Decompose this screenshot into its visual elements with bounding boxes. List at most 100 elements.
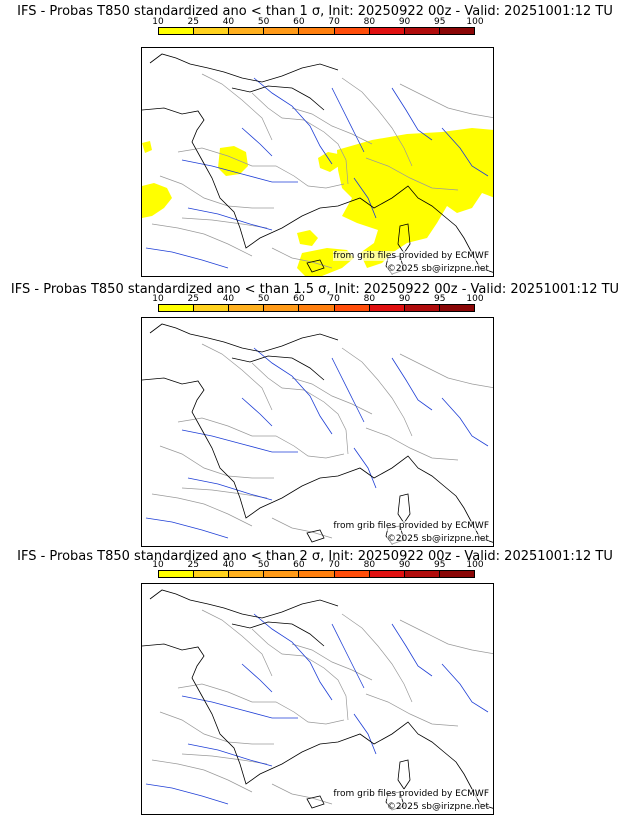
source-credit: from grib files provided by ECMWF <box>333 789 489 799</box>
copyright-credit: ©2025 sb@irizpne.net <box>386 802 489 812</box>
region-border <box>251 92 349 185</box>
colorbar-segment <box>298 571 334 577</box>
river-line <box>241 397 273 427</box>
river-line <box>353 713 377 755</box>
river-line <box>181 429 298 453</box>
colorbar-tick-label: 40 <box>222 17 235 27</box>
region-border <box>271 247 333 269</box>
coastline <box>142 643 493 809</box>
colorbar-tick-label: 40 <box>222 294 235 304</box>
coastline <box>149 323 339 353</box>
region-border <box>365 427 459 461</box>
river-line <box>391 357 433 411</box>
river-line <box>441 663 489 713</box>
region-border <box>159 445 274 479</box>
colorbar-bar <box>158 304 475 312</box>
colorbar-tick-label: 10 <box>152 560 164 570</box>
coastline <box>306 795 325 809</box>
river-line <box>187 207 273 231</box>
probability-area <box>142 141 152 153</box>
colorbar-segment <box>403 28 439 34</box>
region-border <box>177 417 345 459</box>
region-border <box>151 223 253 257</box>
colorbar-segment <box>368 28 404 34</box>
colorbar-segment <box>368 305 404 311</box>
coastline <box>231 85 325 111</box>
region-border <box>201 73 273 141</box>
colorbar-tick-label: 25 <box>187 560 199 570</box>
probability-map: from grib files provided by ECMWF ©2025 … <box>141 583 494 815</box>
region-border <box>151 493 253 527</box>
region-border <box>251 628 349 721</box>
colorbar-segment <box>193 571 229 577</box>
region-border <box>291 643 373 681</box>
colorbar-tick-label: 60 <box>293 17 305 27</box>
river-line <box>187 743 273 767</box>
source-credit: from grib files provided by ECMWF <box>333 521 489 531</box>
river-line <box>253 613 333 701</box>
colorbar-tick-label: 25 <box>187 17 199 27</box>
colorbar-segment <box>298 305 334 311</box>
colorbar-tick-label: 100 <box>466 17 484 27</box>
river-line <box>353 447 377 489</box>
river-line <box>181 695 298 719</box>
colorbar-tick-label: 10 <box>152 294 164 304</box>
colorbar-tick-label: 95 <box>434 560 446 570</box>
colorbar-segment <box>333 305 369 311</box>
colorbar-tick-label: 70 <box>328 17 340 27</box>
probability-area <box>142 183 172 218</box>
panel-title: IFS - Probas T850 standardized ano < tha… <box>17 549 613 564</box>
map-drawing <box>142 323 493 545</box>
region-border <box>399 83 493 119</box>
colorbar-tick-label: 70 <box>328 560 340 570</box>
coastline <box>397 223 411 254</box>
region-border <box>201 343 273 411</box>
colorbar-tick-label: 50 <box>257 560 270 570</box>
river-line <box>241 663 273 693</box>
colorbar-tick-label: 40 <box>222 560 235 570</box>
river-line <box>145 783 229 805</box>
colorbar-segment <box>403 571 439 577</box>
copyright-credit: ©2025 sb@irizpne.net <box>386 264 489 274</box>
map-panel-1: IFS - Probas T850 standardized ano < tha… <box>0 0 630 277</box>
colorbar-segment <box>263 305 299 311</box>
river-line <box>331 87 365 153</box>
region-border <box>271 517 333 539</box>
river-line <box>331 623 365 689</box>
colorbar-tick-label: 80 <box>363 17 376 27</box>
colorbar-segment <box>159 571 194 577</box>
coastline <box>231 355 325 381</box>
region-border <box>181 753 268 765</box>
colorbar-tick-label: 60 <box>293 560 305 570</box>
probability-area <box>318 152 342 172</box>
probability-area <box>218 146 248 176</box>
panel-title: IFS - Probas T850 standardized ano < tha… <box>10 282 620 297</box>
coastline <box>231 621 325 647</box>
colorbar-segment <box>438 571 474 577</box>
colorbar-segment <box>438 305 474 311</box>
colorbar-segment <box>159 305 194 311</box>
river-line <box>145 247 229 269</box>
river-line <box>391 623 433 677</box>
colorbar-segment <box>193 305 229 311</box>
colorbar-tick-label: 100 <box>466 560 484 570</box>
region-border <box>181 217 268 229</box>
coastline <box>149 589 339 619</box>
region-border <box>201 609 273 677</box>
river-line <box>253 347 333 435</box>
region-border <box>251 362 349 455</box>
coastline <box>397 493 411 524</box>
probability-colorbar: 10 25 40 50 60 70 80 90 95 100 <box>152 560 484 586</box>
colorbar-tick-label: 50 <box>257 294 270 304</box>
coastline <box>149 53 339 83</box>
colorbar-tick-label: 10 <box>152 17 164 27</box>
colorbar-segment <box>333 571 369 577</box>
colorbar-tick-label: 90 <box>398 17 411 27</box>
colorbar-segment <box>228 28 264 34</box>
river-line <box>181 159 298 183</box>
region-border <box>341 613 413 703</box>
probability-colorbar: 10 25 40 50 60 70 80 90 95 100 <box>152 294 484 320</box>
region-border <box>341 347 413 437</box>
colorbar-segment <box>438 28 474 34</box>
colorbar-tick-label: 50 <box>257 17 270 27</box>
